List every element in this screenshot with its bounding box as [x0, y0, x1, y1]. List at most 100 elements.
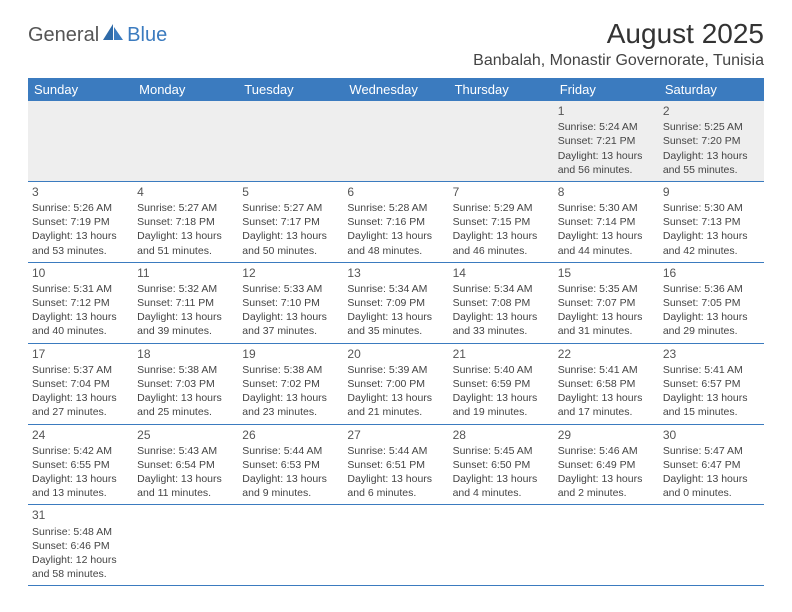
calendar-cell: [449, 505, 554, 586]
daylight-text: and 2 minutes.: [558, 486, 655, 500]
calendar-cell: 8Sunrise: 5:30 AMSunset: 7:14 PMDaylight…: [554, 181, 659, 262]
day-number: 30: [663, 427, 760, 443]
day-number: 4: [137, 184, 234, 200]
daylight-text: and 27 minutes.: [32, 405, 129, 419]
day-number: 3: [32, 184, 129, 200]
calendar-cell: 16Sunrise: 5:36 AMSunset: 7:05 PMDayligh…: [659, 262, 764, 343]
daylight-text: Daylight: 13 hours: [32, 229, 129, 243]
daylight-text: and 58 minutes.: [32, 567, 129, 581]
sunrise-text: Sunrise: 5:25 AM: [663, 120, 760, 134]
daylight-text: Daylight: 13 hours: [663, 391, 760, 405]
col-wednesday: Wednesday: [343, 78, 448, 101]
day-number: 27: [347, 427, 444, 443]
sunset-text: Sunset: 7:08 PM: [453, 296, 550, 310]
sunrise-text: Sunrise: 5:30 AM: [558, 201, 655, 215]
daylight-text: and 35 minutes.: [347, 324, 444, 338]
day-number: 9: [663, 184, 760, 200]
daylight-text: Daylight: 13 hours: [663, 149, 760, 163]
sunset-text: Sunset: 7:00 PM: [347, 377, 444, 391]
calendar-cell: 22Sunrise: 5:41 AMSunset: 6:58 PMDayligh…: [554, 343, 659, 424]
calendar-table: Sunday Monday Tuesday Wednesday Thursday…: [28, 78, 764, 586]
calendar-cell: [28, 101, 133, 181]
sunset-text: Sunset: 7:04 PM: [32, 377, 129, 391]
sunset-text: Sunset: 6:57 PM: [663, 377, 760, 391]
calendar-cell: 27Sunrise: 5:44 AMSunset: 6:51 PMDayligh…: [343, 424, 448, 505]
col-monday: Monday: [133, 78, 238, 101]
sunset-text: Sunset: 6:54 PM: [137, 458, 234, 472]
sunrise-text: Sunrise: 5:35 AM: [558, 282, 655, 296]
daylight-text: and 51 minutes.: [137, 244, 234, 258]
sunrise-text: Sunrise: 5:32 AM: [137, 282, 234, 296]
sunset-text: Sunset: 7:02 PM: [242, 377, 339, 391]
daylight-text: and 50 minutes.: [242, 244, 339, 258]
daylight-text: Daylight: 13 hours: [663, 229, 760, 243]
sunrise-text: Sunrise: 5:24 AM: [558, 120, 655, 134]
day-number: 31: [32, 507, 129, 523]
daylight-text: Daylight: 13 hours: [453, 391, 550, 405]
day-number: 5: [242, 184, 339, 200]
col-friday: Friday: [554, 78, 659, 101]
sunset-text: Sunset: 7:12 PM: [32, 296, 129, 310]
daylight-text: and 0 minutes.: [663, 486, 760, 500]
sunset-text: Sunset: 7:17 PM: [242, 215, 339, 229]
logo-text-blue: Blue: [127, 24, 167, 47]
sunset-text: Sunset: 6:46 PM: [32, 539, 129, 553]
calendar-cell: 3Sunrise: 5:26 AMSunset: 7:19 PMDaylight…: [28, 181, 133, 262]
sunrise-text: Sunrise: 5:40 AM: [453, 363, 550, 377]
daylight-text: and 23 minutes.: [242, 405, 339, 419]
calendar-cell: 13Sunrise: 5:34 AMSunset: 7:09 PMDayligh…: [343, 262, 448, 343]
daylight-text: Daylight: 13 hours: [242, 229, 339, 243]
calendar-cell: [238, 101, 343, 181]
day-header-row: Sunday Monday Tuesday Wednesday Thursday…: [28, 78, 764, 101]
day-number: 1: [558, 103, 655, 119]
daylight-text: Daylight: 13 hours: [558, 391, 655, 405]
daylight-text: Daylight: 13 hours: [242, 391, 339, 405]
day-number: 10: [32, 265, 129, 281]
sunset-text: Sunset: 7:15 PM: [453, 215, 550, 229]
calendar-cell: 6Sunrise: 5:28 AMSunset: 7:16 PMDaylight…: [343, 181, 448, 262]
daylight-text: Daylight: 13 hours: [137, 472, 234, 486]
sunrise-text: Sunrise: 5:27 AM: [137, 201, 234, 215]
daylight-text: Daylight: 13 hours: [347, 391, 444, 405]
daylight-text: and 46 minutes.: [453, 244, 550, 258]
calendar-cell: 4Sunrise: 5:27 AMSunset: 7:18 PMDaylight…: [133, 181, 238, 262]
calendar-cell: 19Sunrise: 5:38 AMSunset: 7:02 PMDayligh…: [238, 343, 343, 424]
sunset-text: Sunset: 7:11 PM: [137, 296, 234, 310]
sunset-text: Sunset: 6:53 PM: [242, 458, 339, 472]
calendar-cell: 2Sunrise: 5:25 AMSunset: 7:20 PMDaylight…: [659, 101, 764, 181]
sunset-text: Sunset: 6:47 PM: [663, 458, 760, 472]
calendar-cell: 24Sunrise: 5:42 AMSunset: 6:55 PMDayligh…: [28, 424, 133, 505]
daylight-text: and 42 minutes.: [663, 244, 760, 258]
daylight-text: and 6 minutes.: [347, 486, 444, 500]
daylight-text: Daylight: 13 hours: [558, 472, 655, 486]
calendar-row: 17Sunrise: 5:37 AMSunset: 7:04 PMDayligh…: [28, 343, 764, 424]
daylight-text: and 9 minutes.: [242, 486, 339, 500]
daylight-text: and 55 minutes.: [663, 163, 760, 177]
day-number: 8: [558, 184, 655, 200]
sunset-text: Sunset: 6:51 PM: [347, 458, 444, 472]
daylight-text: Daylight: 13 hours: [347, 310, 444, 324]
sunrise-text: Sunrise: 5:41 AM: [558, 363, 655, 377]
calendar-cell: 17Sunrise: 5:37 AMSunset: 7:04 PMDayligh…: [28, 343, 133, 424]
calendar-cell: 28Sunrise: 5:45 AMSunset: 6:50 PMDayligh…: [449, 424, 554, 505]
day-number: 20: [347, 346, 444, 362]
col-sunday: Sunday: [28, 78, 133, 101]
daylight-text: Daylight: 13 hours: [453, 472, 550, 486]
calendar-cell: 23Sunrise: 5:41 AMSunset: 6:57 PMDayligh…: [659, 343, 764, 424]
sunset-text: Sunset: 7:07 PM: [558, 296, 655, 310]
calendar-cell: 30Sunrise: 5:47 AMSunset: 6:47 PMDayligh…: [659, 424, 764, 505]
daylight-text: and 15 minutes.: [663, 405, 760, 419]
calendar-cell: 9Sunrise: 5:30 AMSunset: 7:13 PMDaylight…: [659, 181, 764, 262]
sunrise-text: Sunrise: 5:44 AM: [242, 444, 339, 458]
day-number: 24: [32, 427, 129, 443]
sunrise-text: Sunrise: 5:34 AM: [347, 282, 444, 296]
sunset-text: Sunset: 7:10 PM: [242, 296, 339, 310]
daylight-text: Daylight: 13 hours: [558, 149, 655, 163]
calendar-cell: 18Sunrise: 5:38 AMSunset: 7:03 PMDayligh…: [133, 343, 238, 424]
daylight-text: Daylight: 13 hours: [137, 310, 234, 324]
calendar-cell: 14Sunrise: 5:34 AMSunset: 7:08 PMDayligh…: [449, 262, 554, 343]
daylight-text: and 13 minutes.: [32, 486, 129, 500]
sunrise-text: Sunrise: 5:34 AM: [453, 282, 550, 296]
sunrise-text: Sunrise: 5:41 AM: [663, 363, 760, 377]
header: General Blue August 2025 Banbalah, Monas…: [28, 18, 764, 70]
